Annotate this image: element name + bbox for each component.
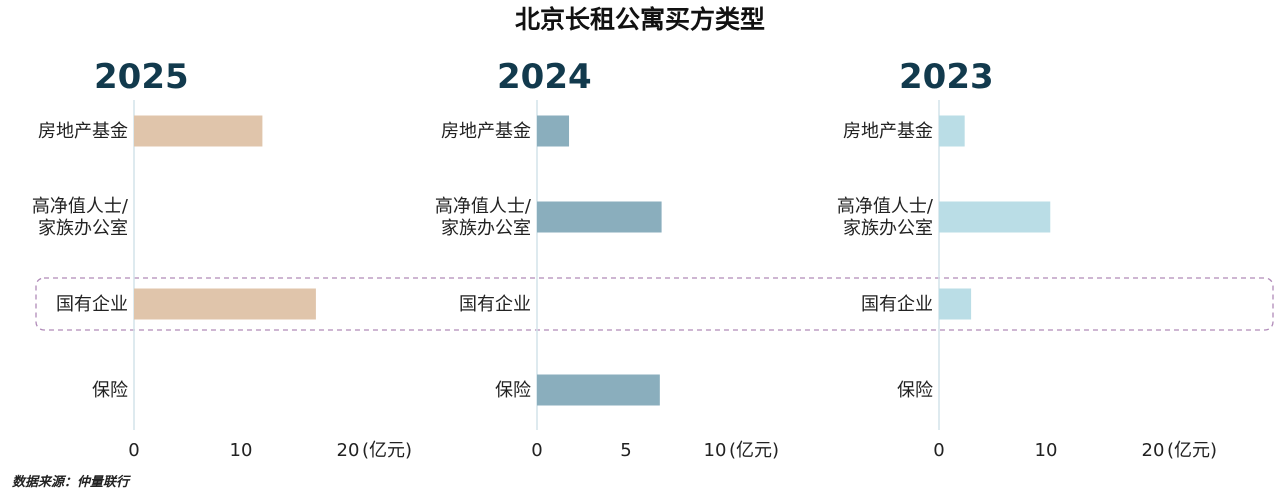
category-label: 高净值人士/ bbox=[837, 196, 934, 217]
bar-2025-2 bbox=[134, 288, 316, 320]
category-label: 家族办公室 bbox=[843, 218, 933, 239]
category-label: 保险 bbox=[495, 380, 531, 401]
category-label: 国有企业 bbox=[861, 294, 933, 315]
bar-2023-2 bbox=[939, 288, 972, 320]
tick-label: 5 bbox=[620, 440, 631, 461]
category-label: 家族办公室 bbox=[38, 218, 128, 239]
category-label: 房地产基金 bbox=[441, 121, 531, 142]
category-label: 家族办公室 bbox=[441, 218, 531, 239]
panel-year-2025: 2025 bbox=[94, 57, 189, 97]
tick-label: 10 bbox=[230, 440, 253, 461]
bar-2024-3 bbox=[537, 374, 660, 406]
axis-unit-label: (亿元) bbox=[729, 440, 779, 461]
category-label: 高净值人士/ bbox=[32, 196, 129, 217]
axis-unit-label: (亿元) bbox=[362, 440, 412, 461]
bar-2024-0 bbox=[537, 115, 570, 147]
source-note: 数据来源：仲量联行 bbox=[12, 474, 131, 490]
tick-label: 0 bbox=[128, 440, 139, 461]
category-label: 国有企业 bbox=[56, 294, 128, 315]
category-label: 保险 bbox=[92, 380, 128, 401]
panel-year-2023: 2023 bbox=[899, 57, 994, 97]
category-label: 保险 bbox=[897, 380, 933, 401]
tick-label: 10 bbox=[704, 440, 727, 461]
tick-label: 0 bbox=[933, 440, 944, 461]
bar-2024-1 bbox=[537, 201, 662, 233]
tick-label: 0 bbox=[531, 440, 542, 461]
tick-label: 20 bbox=[1142, 440, 1165, 461]
tick-label: 20 bbox=[337, 440, 360, 461]
chart-title: 北京长租公寓买方类型 bbox=[515, 5, 765, 34]
bar-2025-0 bbox=[134, 115, 263, 147]
highlight-box-state-owned bbox=[35, 277, 1274, 331]
tick-label: 10 bbox=[1035, 440, 1058, 461]
bar-2023-0 bbox=[939, 115, 965, 147]
axis-unit-label: (亿元) bbox=[1167, 440, 1217, 461]
panel-year-2024: 2024 bbox=[497, 57, 592, 97]
category-label: 高净值人士/ bbox=[435, 196, 532, 217]
category-label: 房地产基金 bbox=[843, 121, 933, 142]
category-label: 房地产基金 bbox=[38, 121, 128, 142]
bar-2023-1 bbox=[939, 201, 1051, 233]
category-label: 国有企业 bbox=[459, 294, 531, 315]
